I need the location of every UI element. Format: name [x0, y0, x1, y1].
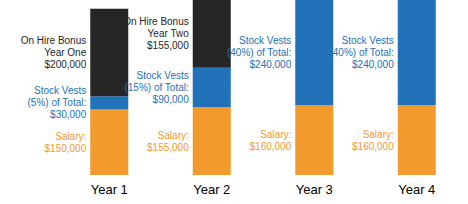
svg-text:Salary:: Salary: [363, 129, 394, 140]
svg-text:Year 2: Year 2 [193, 182, 230, 197]
svg-text:Salary:: Salary: [55, 131, 86, 142]
svg-text:Year One: Year One [44, 47, 86, 58]
svg-text:Year 3: Year 3 [296, 182, 333, 197]
svg-text:$240,000: $240,000 [250, 59, 292, 70]
svg-text:Salary:: Salary: [260, 129, 291, 140]
svg-text:$160,000: $160,000 [250, 141, 292, 152]
svg-text:On Hire Bonus: On Hire Bonus [21, 35, 87, 46]
svg-text:$30,000: $30,000 [50, 109, 87, 120]
svg-text:Stock Vests: Stock Vests [137, 70, 189, 81]
svg-text:(15%) of Total:: (15%) of Total: [124, 82, 188, 93]
svg-text:Year 1: Year 1 [91, 182, 128, 197]
svg-text:Stock Vests: Stock Vests [239, 35, 291, 46]
svg-text:$155,000: $155,000 [147, 40, 189, 51]
svg-text:$160,000: $160,000 [352, 141, 394, 152]
svg-text:$90,000: $90,000 [153, 94, 190, 105]
svg-text:Year Two: Year Two [148, 28, 190, 39]
svg-text:On Hire Bonus: On Hire Bonus [123, 16, 189, 27]
svg-text:$155,000: $155,000 [147, 142, 189, 153]
svg-text:Stock Vests: Stock Vests [342, 35, 394, 46]
svg-text:(40%) of Total:: (40%) of Total: [227, 47, 291, 58]
svg-text:Salary:: Salary: [158, 130, 189, 141]
svg-text:Stock Vests: Stock Vests [34, 85, 86, 96]
svg-text:(40%) of Total:: (40%) of Total: [329, 47, 393, 58]
svg-text:(5%) of Total:: (5%) of Total: [28, 97, 87, 108]
svg-text:$150,000: $150,000 [45, 143, 87, 154]
svg-text:$240,000: $240,000 [352, 59, 394, 70]
svg-text:Year 4: Year 4 [398, 182, 435, 197]
svg-text:$200,000: $200,000 [45, 59, 87, 70]
